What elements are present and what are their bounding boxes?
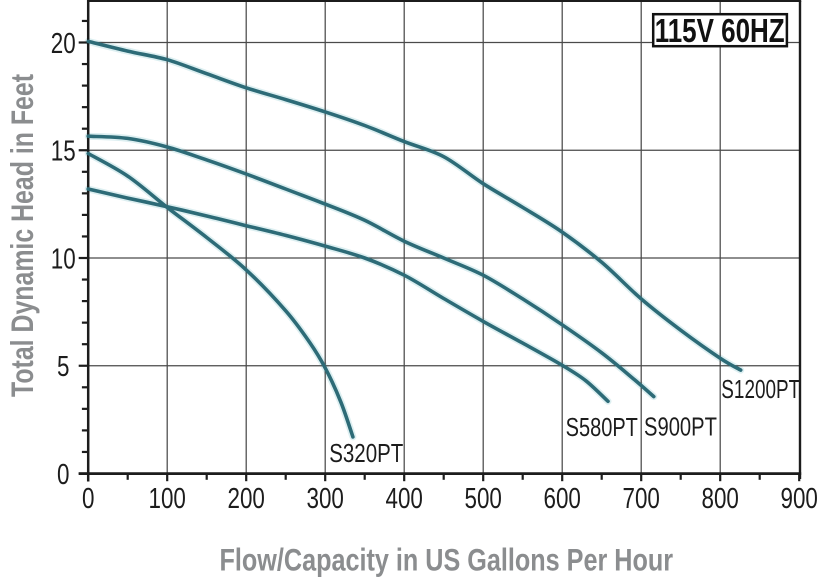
svg-text:300: 300 (307, 481, 344, 515)
svg-text:400: 400 (386, 481, 423, 515)
svg-text:Flow/Capacity in US Gallons Pe: Flow/Capacity in US Gallons Per Hour (220, 543, 674, 577)
svg-text:700: 700 (623, 481, 660, 515)
svg-text:0: 0 (82, 481, 94, 515)
svg-text:10: 10 (51, 242, 76, 276)
svg-text:5: 5 (57, 349, 69, 383)
svg-text:Total Dynamic Head in Feet: Total Dynamic Head in Feet (5, 74, 41, 397)
svg-text:S320PT: S320PT (329, 439, 403, 468)
svg-text:100: 100 (149, 481, 186, 515)
svg-text:20: 20 (51, 26, 76, 60)
svg-text:S900PT: S900PT (644, 412, 717, 441)
svg-text:900: 900 (781, 481, 818, 515)
svg-text:15: 15 (51, 134, 76, 168)
svg-text:0: 0 (57, 457, 69, 491)
svg-text:600: 600 (544, 481, 581, 515)
svg-text:S580PT: S580PT (566, 412, 638, 441)
svg-text:500: 500 (465, 481, 502, 515)
svg-text:115V 60HZ: 115V 60HZ (655, 13, 785, 50)
svg-text:200: 200 (228, 481, 265, 515)
svg-text:S1200PT: S1200PT (721, 374, 800, 404)
svg-text:800: 800 (702, 481, 739, 515)
